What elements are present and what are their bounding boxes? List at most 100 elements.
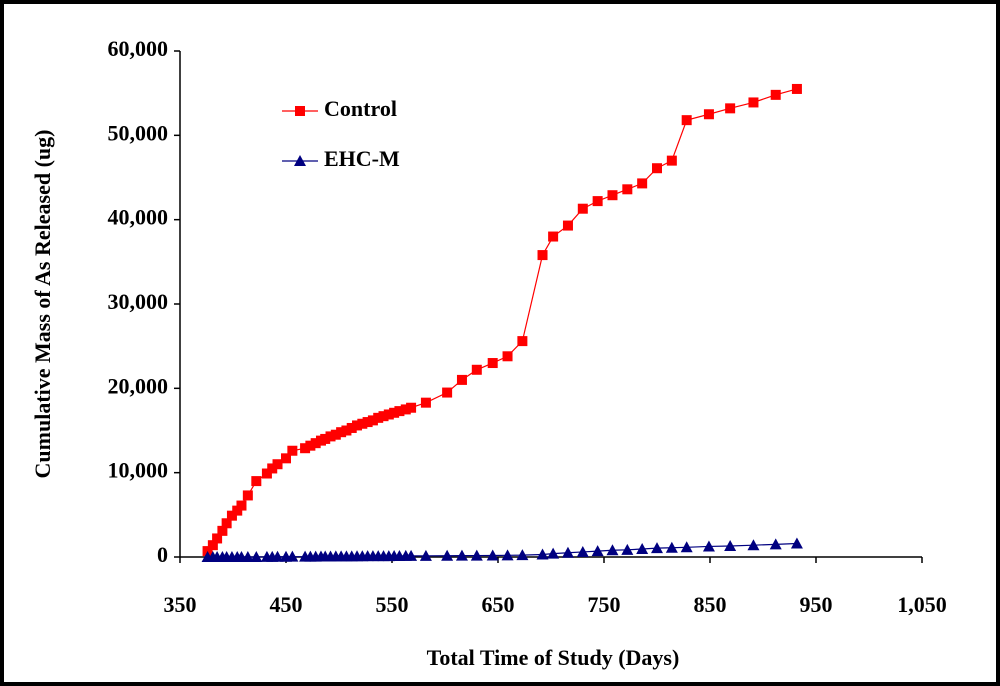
marker — [320, 433, 331, 444]
marker — [791, 83, 802, 94]
marker — [636, 542, 649, 554]
marker — [790, 537, 803, 549]
marker — [212, 533, 223, 544]
y-tick-label: 60,000 — [108, 36, 169, 61]
marker — [226, 510, 237, 521]
marker — [702, 540, 715, 552]
marker — [681, 115, 692, 126]
marker — [769, 538, 782, 550]
legend-label: Control — [324, 96, 397, 121]
marker — [621, 543, 634, 555]
marker — [724, 540, 737, 552]
marker — [352, 420, 363, 431]
marker — [652, 163, 662, 174]
marker — [394, 406, 405, 417]
marker — [666, 155, 677, 166]
x-tick-label: 650 — [482, 592, 515, 617]
marker — [373, 412, 384, 423]
marker — [517, 336, 528, 347]
x-tick-label: 750 — [588, 592, 621, 617]
x-tick-label: 950 — [800, 592, 833, 617]
marker — [606, 544, 619, 556]
marker — [455, 549, 468, 561]
marker — [251, 476, 262, 487]
marker — [405, 549, 418, 561]
marker — [501, 549, 514, 561]
x-axis-label: Total Time of Study (Days) — [427, 645, 680, 670]
marker — [221, 518, 232, 529]
marker — [487, 358, 498, 369]
marker — [419, 549, 432, 561]
y-tick-label: 50,000 — [108, 120, 169, 145]
marker — [548, 231, 559, 242]
legend-label: EHC-M — [324, 146, 400, 171]
y-axis-label: Cumulative Mass of As Released (ug) — [30, 130, 55, 479]
marker — [300, 443, 311, 454]
marker — [357, 418, 368, 429]
x-tick-label: 1,050 — [897, 592, 947, 617]
marker — [665, 541, 678, 553]
marker — [232, 505, 243, 516]
marker — [441, 549, 454, 561]
marker — [470, 549, 483, 561]
marker — [607, 190, 618, 201]
legend-marker — [295, 106, 305, 116]
marker — [286, 550, 299, 562]
marker — [241, 551, 254, 562]
marker — [536, 548, 549, 560]
y-tick-label: 40,000 — [108, 205, 169, 230]
marker — [703, 109, 714, 120]
marker — [591, 545, 604, 557]
x-tick-label: 550 — [376, 592, 409, 617]
marker — [576, 545, 589, 557]
y-tick-label: 30,000 — [108, 289, 169, 314]
marker — [651, 542, 663, 554]
marker — [362, 417, 373, 428]
marker — [420, 397, 431, 408]
marker — [272, 459, 283, 470]
x-tick-label: 850 — [694, 592, 727, 617]
marker — [471, 364, 482, 375]
marker — [637, 178, 648, 189]
marker — [383, 409, 394, 420]
marker — [236, 500, 247, 511]
marker — [622, 184, 633, 195]
x-tick-label: 450 — [270, 592, 303, 617]
marker — [217, 525, 228, 536]
marker — [680, 541, 693, 553]
y-tick-label: 10,000 — [108, 458, 169, 483]
marker — [486, 549, 499, 561]
marker — [561, 546, 574, 558]
marker — [547, 547, 560, 559]
marker — [287, 445, 298, 456]
marker — [747, 539, 760, 551]
marker — [305, 440, 316, 451]
marker — [442, 387, 453, 398]
marker — [267, 463, 278, 474]
marker — [537, 250, 548, 261]
marker — [346, 422, 357, 433]
marker — [502, 351, 513, 362]
marker — [378, 411, 389, 422]
marker — [367, 415, 378, 426]
marker — [725, 103, 736, 114]
marker — [562, 220, 573, 231]
marker — [261, 468, 272, 479]
marker — [577, 203, 588, 214]
marker — [242, 490, 253, 501]
marker — [770, 89, 781, 100]
marker — [207, 540, 218, 551]
marker — [406, 402, 417, 413]
marker — [325, 431, 336, 442]
x-tick-label: 350 — [164, 592, 197, 617]
marker — [250, 551, 263, 562]
marker — [516, 549, 529, 561]
marker — [310, 438, 321, 449]
marker — [281, 453, 291, 464]
marker — [336, 427, 347, 438]
marker — [748, 97, 759, 108]
marker — [592, 196, 603, 207]
marker — [271, 550, 284, 562]
